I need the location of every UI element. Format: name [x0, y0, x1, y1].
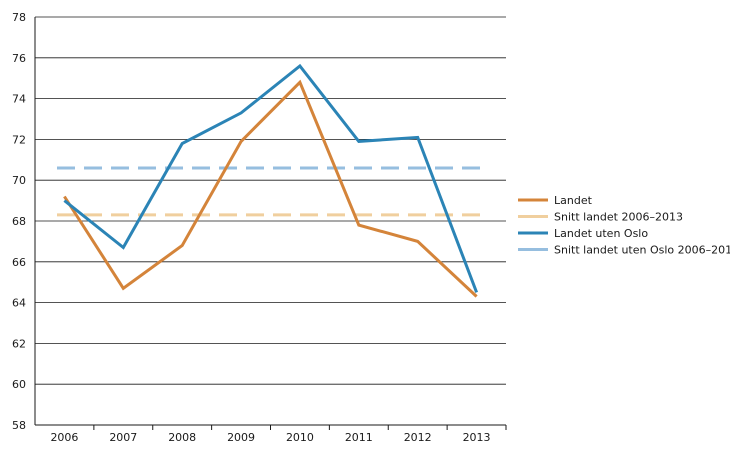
x-tick-label: 2011: [345, 431, 373, 444]
y-tick-label: 62: [12, 337, 26, 350]
x-tick-label: 2009: [227, 431, 255, 444]
axes: [34, 17, 507, 430]
legend-label: Landet uten Oslo: [554, 227, 648, 240]
x-tick-label: 2007: [109, 431, 137, 444]
y-tick-label: 68: [12, 215, 26, 228]
x-tick-label: 2012: [404, 431, 432, 444]
y-tick-label: 64: [12, 297, 26, 310]
y-tick-label: 72: [12, 133, 26, 146]
y-tick-labels: 58 60 62 64 66 68 70 72 74 76 78: [12, 11, 26, 432]
series-lines: [57, 63, 484, 298]
legend-label: Landet: [554, 194, 593, 207]
y-tick-label: 58: [12, 419, 26, 432]
y-tick-label: 78: [12, 11, 26, 24]
x-tick-label: 2008: [168, 431, 196, 444]
y-tick-label: 70: [12, 174, 26, 187]
y-tick-label: 66: [12, 256, 26, 269]
legend-label: Snitt landet 2006–2013: [554, 211, 683, 224]
legend: Landet Snitt landet 2006–2013 Landet uten …: [518, 194, 730, 257]
y-tick-label: 74: [12, 93, 26, 106]
x-tick-labels: 2006 2007 2008 2009 2010 2011 2012 2013: [50, 431, 490, 444]
series-line-0: [63, 79, 478, 298]
x-tick-label: 2013: [463, 431, 491, 444]
series-line-2: [63, 63, 479, 293]
x-tick-label: 2010: [286, 431, 314, 444]
y-tick-label: 60: [12, 378, 26, 391]
x-tick-label: 2006: [50, 431, 78, 444]
y-tick-label: 76: [12, 52, 26, 65]
gridlines: [35, 16, 506, 385]
legend-label: Snitt landet uten Oslo 2006–2013: [554, 244, 730, 257]
